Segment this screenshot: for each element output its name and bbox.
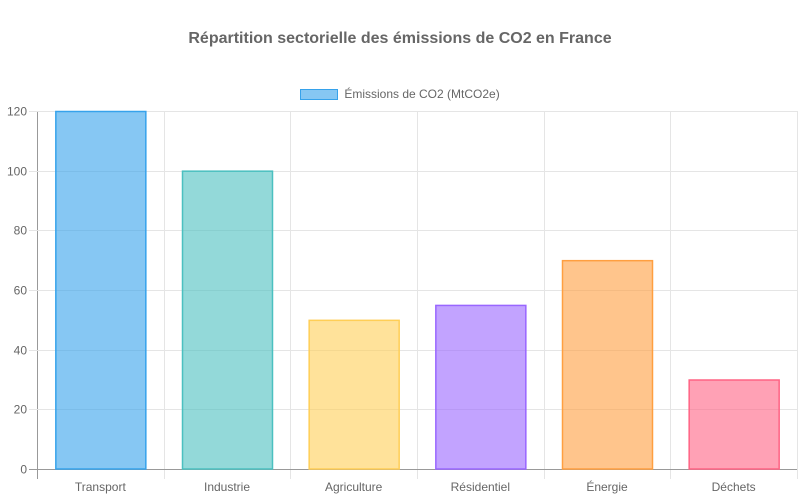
x-tick-label: Déchets	[712, 480, 756, 494]
y-tick-label: 60	[14, 284, 28, 298]
bar-résidentiel[interactable]	[435, 304, 527, 470]
bar-énergie[interactable]	[561, 259, 654, 470]
x-tick-label: Transport	[75, 480, 127, 494]
legend: Émissions de CO2 (MtCO2e)	[0, 87, 800, 101]
x-tick-label: Industrie	[204, 480, 250, 494]
y-tick-label: 100	[7, 165, 27, 179]
x-tick-label: Énergie	[586, 479, 628, 494]
y-tick-label: 120	[7, 105, 27, 119]
y-tick-label: 40	[14, 344, 28, 358]
legend-swatch[interactable]	[300, 88, 339, 100]
chart-title: Répartition sectorielle des émissions de…	[188, 30, 612, 47]
x-tick-label: Résidentiel	[451, 480, 510, 494]
y-tick-label: 0	[20, 463, 27, 477]
y-tick-label: 20	[14, 403, 28, 417]
bar-industrie[interactable]	[181, 170, 274, 470]
bar-transport[interactable]	[55, 110, 147, 470]
y-tick-label: 80	[14, 224, 28, 238]
bar-agriculture[interactable]	[308, 319, 400, 470]
legend-label: Émissions de CO2 (MtCO2e)	[344, 87, 500, 101]
bar-déchets[interactable]	[688, 379, 780, 470]
x-tick-label: Agriculture	[325, 480, 383, 494]
